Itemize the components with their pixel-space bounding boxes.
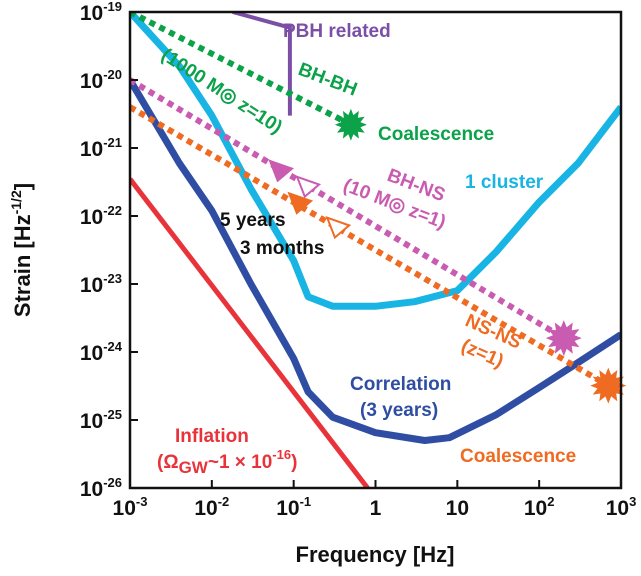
y-tick-label: 10-25 — [80, 407, 122, 433]
inflation-omega: (Ω — [157, 452, 179, 473]
bh-bh-label: BH-BH — [295, 59, 360, 101]
tick-layer: 10-3 10-2 10-1 1 10 102 103 10-19 10-20 10-21 10-2… — [80, 0, 636, 520]
inflation-exp: -16 — [272, 447, 291, 462]
five-years-label: 5 years — [220, 210, 286, 231]
inflation-label: Inflation — [175, 426, 249, 447]
marker-bh-ns-5years — [268, 159, 294, 183]
inflation-close: ) — [291, 452, 297, 473]
marker-ns-ns-5years — [287, 191, 314, 215]
marker-ns-ns-3months — [325, 216, 352, 240]
series-inflation — [130, 177, 370, 488]
x-tick-label: 10-3 — [113, 494, 148, 520]
one-cluster-label: 1 cluster — [465, 172, 544, 193]
marker-layer — [268, 108, 627, 404]
series-pbh — [232, 12, 292, 116]
correlation-params-label: (3 years) — [360, 400, 438, 421]
series-bh-ns — [130, 77, 566, 341]
y-tick-label: 10-23 — [80, 271, 122, 297]
pbh-related-label: PBH related — [283, 21, 391, 42]
marker-bh-ns-coalescence — [545, 320, 582, 357]
series-layer — [130, 12, 621, 488]
coalescence-green-label: Coalescence — [378, 124, 494, 145]
series-ns-ns — [130, 104, 610, 389]
y-tick-label: 10-24 — [80, 339, 123, 365]
x-tick-label: 102 — [524, 494, 555, 520]
y-axis-title-base: Strain [Hz — [10, 214, 35, 317]
y-axis-title: Strain [Hz-1/2] — [8, 183, 35, 317]
inflation-rest: ~1 × 10 — [208, 452, 272, 473]
x-tick-label: 1 — [370, 497, 382, 520]
y-tick-label: 10-20 — [80, 67, 122, 93]
marker-bh-bh-coalescence — [334, 108, 367, 141]
series-one-cluster — [130, 12, 621, 310]
correlation-label: Correlation — [350, 374, 451, 395]
y-tick-label: 10-22 — [80, 203, 122, 229]
x-tick-label: 10 — [446, 497, 469, 520]
series-correlation — [130, 78, 621, 444]
y-tick-label: 10-26 — [80, 475, 122, 501]
x-tick-label: 10-1 — [276, 494, 311, 520]
y-axis-title-exp: -1/2 — [8, 190, 24, 214]
marker-ns-ns-coalescence — [590, 367, 627, 404]
series-bh-bh — [130, 12, 353, 128]
y-axis-title-close: ] — [10, 183, 35, 190]
three-months-label: 3 months — [240, 238, 324, 259]
marker-bh-ns-3months — [295, 175, 322, 199]
inflation-params-label: (ΩGW~1 × 10-16) — [157, 447, 297, 477]
x-axis-title: Frequency [Hz] — [296, 542, 455, 567]
x-tick-label: 10-2 — [194, 494, 229, 520]
y-tick-label: 10-19 — [80, 0, 122, 25]
inflation-sub: GW — [179, 458, 209, 477]
y-tick-label: 10-21 — [80, 135, 122, 161]
coalescence-orange-label: Coalescence — [460, 446, 576, 467]
x-tick-label: 103 — [606, 494, 637, 520]
